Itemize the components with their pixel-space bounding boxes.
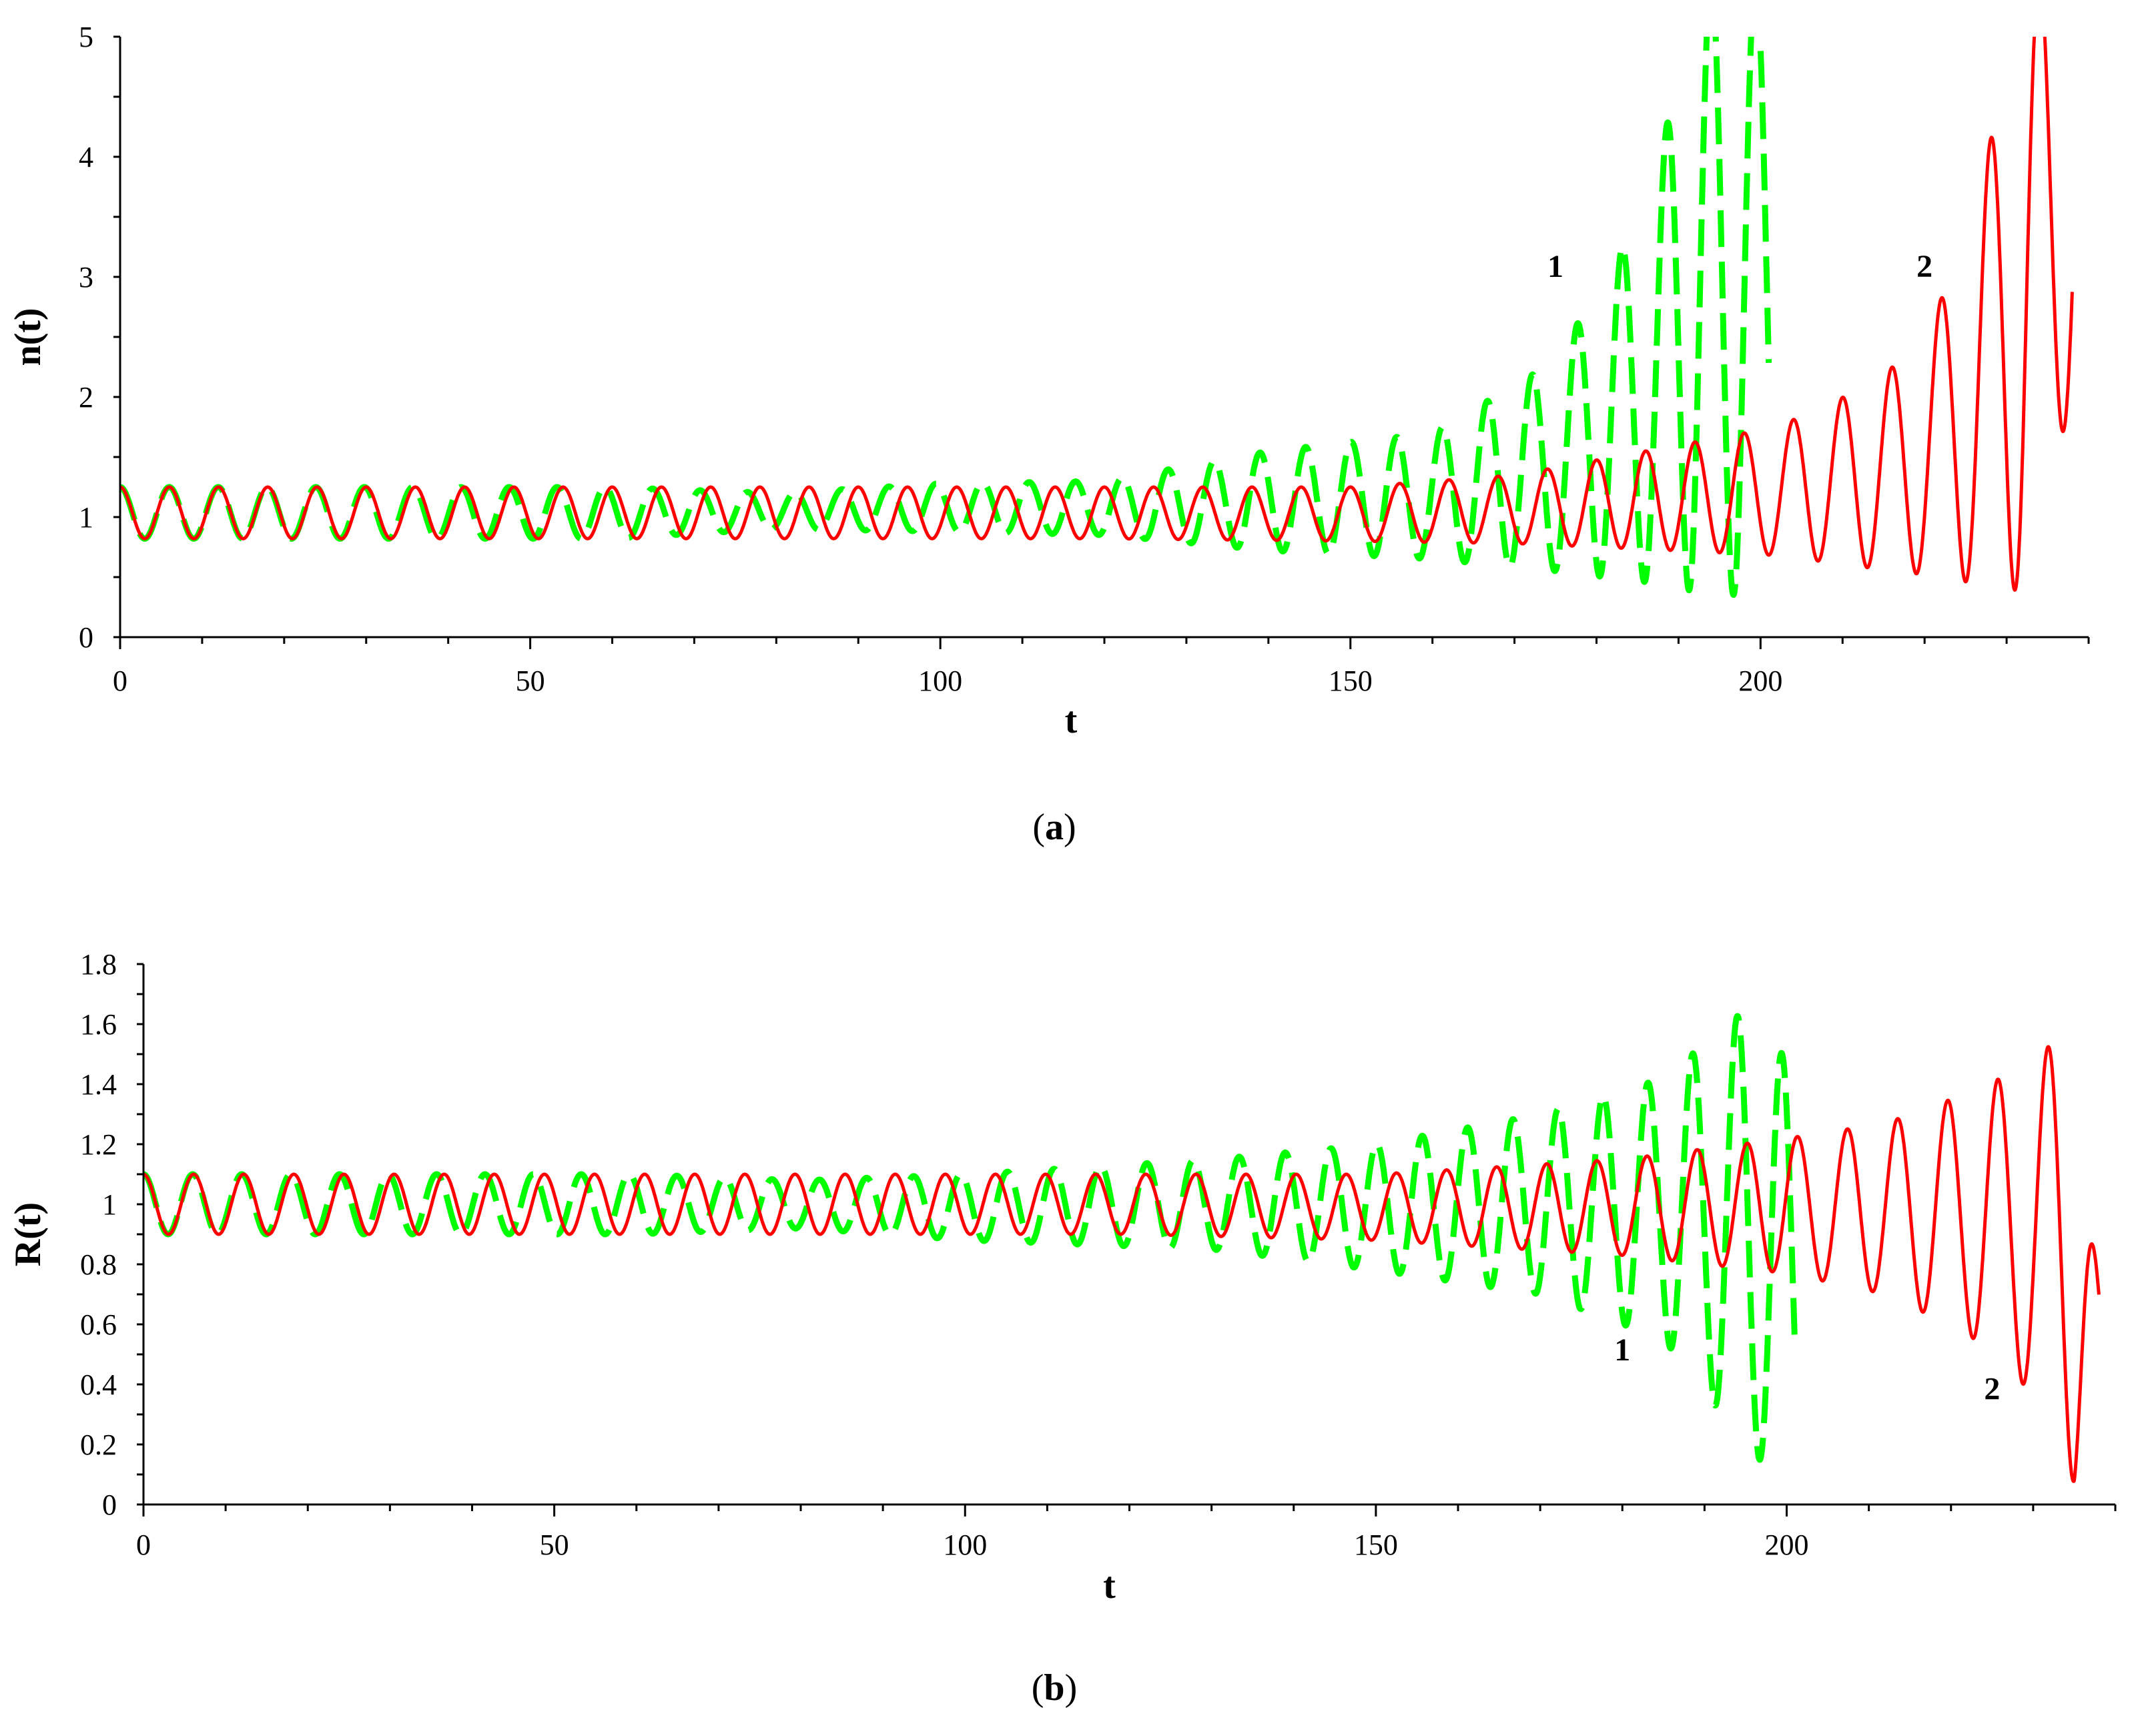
y-axis-title: R(t) [7, 1202, 49, 1266]
y-tick-label: 0 [79, 621, 93, 654]
series-2-label: 2 [1916, 249, 1932, 284]
y-tick-label: 1 [102, 1188, 117, 1221]
x-tick-label: 200 [1765, 1529, 1809, 1561]
x-axis-title: t [1103, 1565, 1116, 1607]
x-tick-label: 50 [540, 1529, 569, 1561]
series-1-label: 1 [1614, 1332, 1630, 1368]
y-tick-label: 1.6 [80, 1008, 117, 1041]
y-tick-label: 0.6 [80, 1308, 117, 1341]
y-tick-label: 0.2 [80, 1428, 117, 1461]
x-tick-label: 100 [918, 665, 962, 697]
y-tick-label: 0.4 [80, 1368, 117, 1401]
series-1-line [143, 1013, 1798, 1463]
series-2-line [143, 1045, 2101, 1483]
x-axis-title: t [1065, 700, 1078, 741]
x-tick-label: 100 [943, 1529, 987, 1561]
y-tick-label: 5 [79, 21, 93, 53]
y-tick-label: 1 [79, 501, 93, 534]
y-tick-label: 1.4 [80, 1068, 117, 1101]
y-tick-label: 2 [79, 381, 93, 414]
y-axis-title: n(t) [7, 308, 49, 366]
y-tick-label: 4 [79, 141, 93, 173]
x-tick-label: 150 [1354, 1529, 1398, 1561]
y-tick-label: 1.2 [80, 1128, 117, 1161]
y-tick-label: 0 [102, 1488, 117, 1521]
panel-b-caption: (b) [1032, 1667, 1077, 1709]
series-2-label: 2 [1984, 1372, 2000, 1407]
panel-b-chart: 1 2 0 50 100 150 200 0 0.2 0.4 0.6 0.8 1 1.2 1.4 1.6 1.8… [7, 948, 2117, 1607]
series-1-line [120, 37, 1772, 598]
y-tick-label: 3 [79, 261, 93, 294]
x-tick-label: 0 [113, 665, 127, 697]
y-tick-label: 1.8 [80, 948, 117, 981]
x-tick-label: 0 [136, 1529, 151, 1561]
panel-a-chart: 1 2 0 50 100 150 200 0 1 2 3 4 5 t n(t) [7, 21, 2090, 741]
panel-a-caption: (a) [1032, 807, 1076, 848]
series-1-label: 1 [1547, 249, 1563, 284]
x-tick-label: 150 [1329, 665, 1373, 697]
y-tick-label: 0.8 [80, 1248, 117, 1281]
x-tick-label: 200 [1738, 665, 1782, 697]
series-2-line [120, 37, 2074, 592]
x-tick-label: 50 [516, 665, 545, 697]
